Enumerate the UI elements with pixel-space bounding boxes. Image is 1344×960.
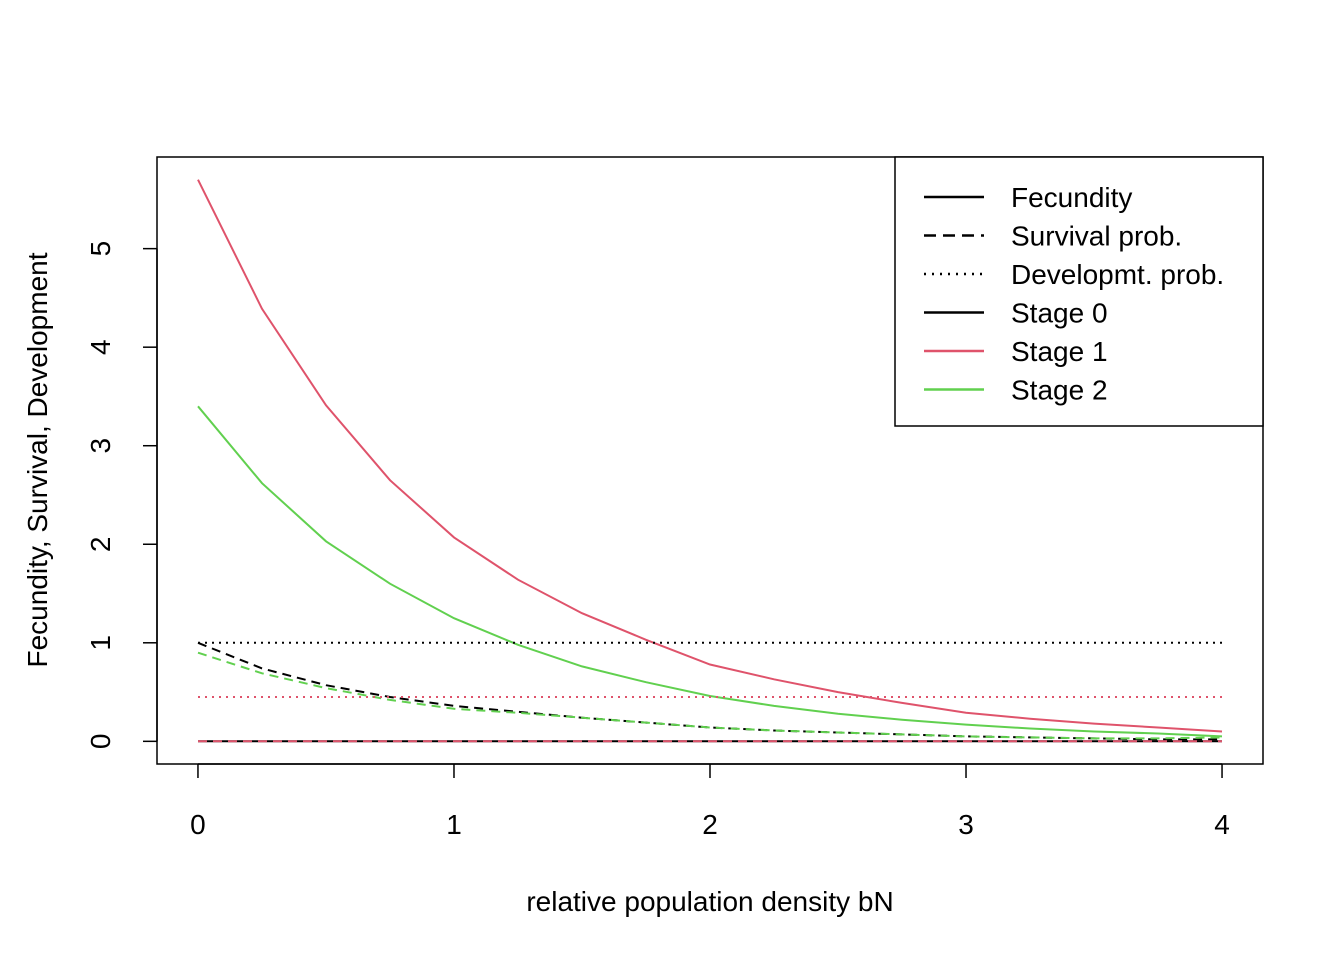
x-axis-label: relative population density bN [526, 886, 893, 917]
legend-label: Stage 0 [1011, 298, 1108, 329]
y-tick-label: 3 [85, 438, 116, 454]
x-tick-label: 0 [190, 809, 206, 840]
series-line-survival-prob-stage-2 [197, 651, 1223, 740]
y-tick-label: 1 [85, 635, 116, 651]
legend: Fecundity Survival prob. Developmt. prob. S… [894, 156, 1264, 427]
legend-label: Developmt. prob. [1011, 259, 1224, 290]
x-tick-label: 1 [446, 809, 462, 840]
legend-label: Fecundity [1011, 182, 1132, 213]
legend-box [894, 156, 1264, 427]
y-tick-label: 0 [85, 734, 116, 750]
x-tick-label: 2 [702, 809, 718, 840]
axes-layer: 0 1 2 3 4 0 1 2 3 4 5 [85, 241, 1230, 840]
legend-label: Stage 1 [1011, 336, 1108, 367]
x-tick-label: 3 [958, 809, 974, 840]
x-tick-label: 4 [1214, 809, 1230, 840]
series-line-fecundity-stage-1 [197, 179, 1223, 733]
y-tick-label: 4 [85, 339, 116, 355]
y-tick-label: 5 [85, 241, 116, 257]
series-layer [197, 179, 1223, 743]
y-tick-label: 2 [85, 537, 116, 553]
legend-label: Survival prob. [1011, 221, 1182, 252]
legend-label: Stage 2 [1011, 375, 1108, 406]
y-axis-label: Fecundity, Survival, Development [22, 252, 53, 667]
